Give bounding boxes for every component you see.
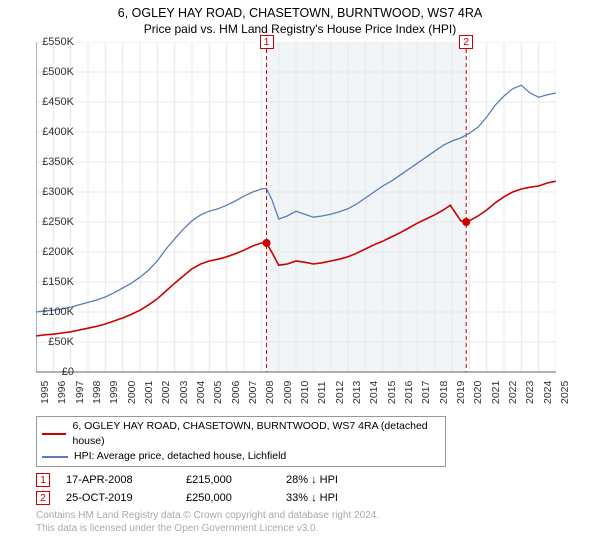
sale-diff: 33% ↓ HPI	[286, 492, 406, 504]
x-axis-label: 2011	[316, 381, 328, 404]
sale-date: 17-APR-2008	[66, 474, 186, 486]
legend-swatch-property	[42, 433, 66, 435]
sales-table: 1 17-APR-2008 £215,000 28% ↓ HPI 2 25-OC…	[36, 473, 600, 505]
x-axis-label: 2021	[490, 381, 502, 404]
x-axis-label: 2017	[420, 381, 432, 404]
chart-container: £0 £50K £100K £150K £200K £250K £300K £350K £400…	[36, 42, 596, 410]
x-axis-label: 1999	[108, 381, 120, 404]
x-axis-label: 2010	[299, 381, 311, 404]
x-axis-label: 2006	[230, 381, 242, 404]
x-axis-label: 2019	[455, 381, 467, 404]
y-axis-label: £400K	[42, 126, 74, 138]
sale-price: £215,000	[186, 474, 286, 486]
legend-label: 6, OGLEY HAY ROAD, CHASETOWN, BURNTWOOD,…	[72, 419, 440, 449]
sale-marker-2: 2	[36, 491, 50, 505]
x-axis-label: 2018	[438, 381, 450, 404]
y-axis-label: £450K	[42, 96, 74, 108]
y-axis-label: £100K	[42, 306, 74, 318]
sale-diff: 28% ↓ HPI	[286, 474, 406, 486]
y-axis-label: £500K	[42, 66, 74, 78]
y-axis-label: £350K	[42, 156, 74, 168]
x-axis-label: 2007	[247, 381, 259, 404]
x-axis-label: 2013	[351, 381, 363, 404]
x-axis-label: 1997	[74, 381, 86, 404]
x-axis-label: 2001	[143, 381, 155, 404]
sale-row: 1 17-APR-2008 £215,000 28% ↓ HPI	[36, 473, 600, 487]
x-axis-label: 2002	[160, 381, 172, 404]
x-axis-label: 2024	[542, 381, 554, 404]
sale-date: 25-OCT-2019	[66, 492, 186, 504]
x-axis-label: 2014	[368, 381, 380, 404]
y-axis-label: £150K	[42, 276, 74, 288]
x-axis-label: 2025	[559, 381, 571, 404]
legend-swatch-hpi	[42, 456, 68, 458]
y-axis-label: £50K	[48, 336, 74, 348]
legend-row: 6, OGLEY HAY ROAD, CHASETOWN, BURNTWOOD,…	[42, 419, 440, 449]
x-axis-label: 2009	[282, 381, 294, 404]
x-axis-label: 2004	[195, 381, 207, 404]
y-axis-label: £0	[62, 366, 74, 378]
x-axis-label: 2020	[472, 381, 484, 404]
vline-marker: 1	[260, 35, 274, 49]
x-axis-label: 1996	[56, 381, 68, 404]
chart-title: 6, OGLEY HAY ROAD, CHASETOWN, BURNTWOOD,…	[0, 0, 600, 20]
chart-subtitle: Price paid vs. HM Land Registry's House …	[0, 20, 600, 42]
chart-svg	[36, 42, 556, 410]
y-axis-label: £550K	[42, 36, 74, 48]
footer: Contains HM Land Registry data © Crown c…	[36, 509, 600, 535]
vline-marker: 2	[459, 35, 473, 49]
y-axis-label: £250K	[42, 216, 74, 228]
x-axis-label: 1995	[39, 381, 51, 404]
y-axis-label: £300K	[42, 186, 74, 198]
x-axis-label: 2005	[212, 381, 224, 404]
legend: 6, OGLEY HAY ROAD, CHASETOWN, BURNTWOOD,…	[36, 416, 446, 467]
footer-line: This data is licensed under the Open Gov…	[36, 522, 600, 535]
x-axis-label: 2000	[126, 381, 138, 404]
x-axis-label: 2015	[386, 381, 398, 404]
x-axis-label: 2022	[507, 381, 519, 404]
x-axis-label: 2016	[403, 381, 415, 404]
x-axis-label: 2012	[334, 381, 346, 404]
x-axis-label: 2003	[178, 381, 190, 404]
y-axis-label: £200K	[42, 246, 74, 258]
sale-marker-1: 1	[36, 473, 50, 487]
legend-row: HPI: Average price, detached house, Lich…	[42, 449, 440, 464]
x-axis-label: 1998	[91, 381, 103, 404]
sale-price: £250,000	[186, 492, 286, 504]
legend-label: HPI: Average price, detached house, Lich…	[74, 449, 286, 464]
x-axis-label: 2008	[264, 381, 276, 404]
sale-row: 2 25-OCT-2019 £250,000 33% ↓ HPI	[36, 491, 600, 505]
x-axis-label: 2023	[524, 381, 536, 404]
footer-line: Contains HM Land Registry data © Crown c…	[36, 509, 600, 522]
